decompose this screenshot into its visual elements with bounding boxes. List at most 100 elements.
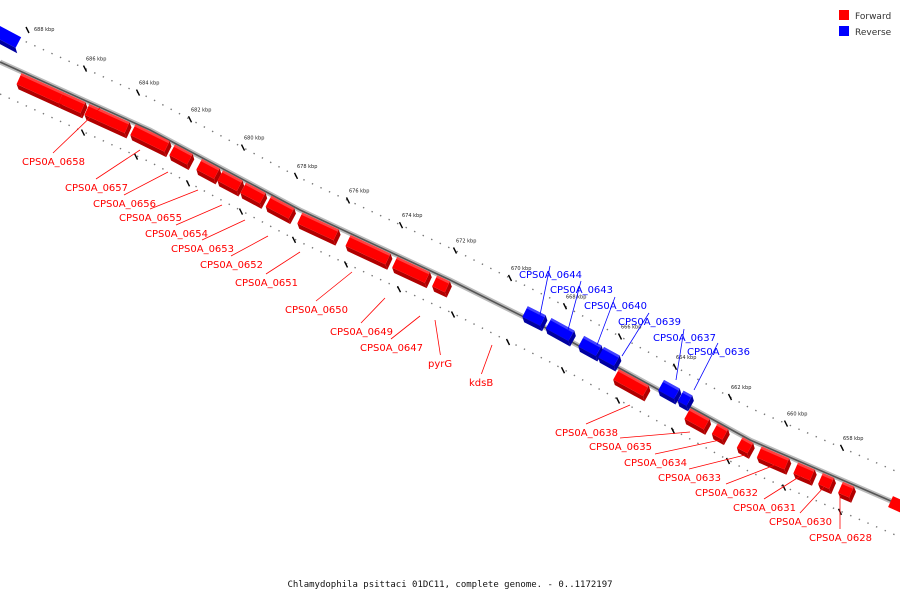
gene-glyph-side: [84, 114, 127, 139]
gene-glyph-face: [677, 390, 693, 406]
gene-label[interactable]: CPS0A_0635: [589, 442, 652, 453]
gene-glyph-highlight: [270, 195, 295, 211]
gene-glyph[interactable]: [611, 369, 652, 402]
gene-leader-line: [315, 271, 353, 302]
gene-label[interactable]: CPS0A_0634: [624, 458, 687, 469]
gene-label[interactable]: CPS0A_0640: [584, 301, 647, 312]
gene-label[interactable]: CPS0A_0653: [171, 244, 234, 255]
gene-label[interactable]: CPS0A_0632: [695, 488, 758, 499]
gene-label[interactable]: CPS0A_0650: [285, 305, 348, 316]
gene-label[interactable]: CPS0A_0633: [658, 473, 721, 484]
tick-mark: [727, 393, 733, 401]
gene-glyph-face: [84, 103, 130, 134]
gene-glyph-highlight: [62, 92, 86, 105]
tick-mark-lower: [238, 208, 244, 215]
gene-glyph[interactable]: [676, 390, 696, 412]
gene-label[interactable]: CPS0A_0644: [519, 270, 582, 281]
gene-glyph-end: [540, 315, 548, 332]
gene-glyph-edge[interactable]: [888, 496, 900, 514]
gene-label[interactable]: CPS0A_0655: [119, 213, 182, 224]
gene-glyph[interactable]: [129, 124, 174, 158]
gene-glyph[interactable]: [296, 212, 343, 246]
gene-glyph[interactable]: [216, 170, 246, 197]
gene-glyph-side: [0, 33, 18, 54]
gene-label[interactable]: CPS0A_0649: [330, 327, 393, 338]
gene-label[interactable]: CPS0A_0639: [618, 317, 681, 328]
gene-glyph-side: [130, 134, 167, 158]
gene-label[interactable]: CPS0A_0643: [550, 285, 613, 296]
gene-glyph-end: [673, 388, 682, 405]
gene-glyph[interactable]: [430, 275, 453, 298]
tick-mark-lower: [450, 311, 456, 318]
gene-glyph-edge[interactable]: [0, 23, 25, 54]
gene-label[interactable]: CPS0A_0636: [687, 347, 750, 358]
gene-label[interactable]: CPS0A_0654: [145, 229, 208, 240]
gene-leader-line: [621, 312, 650, 357]
gene-glyph-side: [297, 223, 336, 246]
backbone-line: [0, 61, 900, 506]
gene-label[interactable]: CPS0A_0637: [653, 333, 716, 344]
tick-label: 672 kbp: [456, 239, 476, 245]
gene-glyph-face: [756, 446, 790, 470]
gene-glyph[interactable]: [264, 195, 298, 225]
gene-glyph[interactable]: [735, 437, 757, 459]
gene-label[interactable]: CPS0A_0647: [360, 343, 423, 354]
gene-glyph-face: [658, 379, 680, 400]
gene-label[interactable]: CPS0A_0656: [93, 199, 156, 210]
gene-glyph[interactable]: [167, 144, 196, 170]
gene-label[interactable]: kdsB: [469, 378, 493, 389]
gene-glyph[interactable]: [817, 473, 838, 495]
gene-label[interactable]: CPS0A_0657: [65, 183, 128, 194]
gene-glyph-highlight: [20, 73, 64, 95]
tick-mark-lower: [291, 236, 297, 244]
gene-glyph-highlight: [244, 182, 266, 196]
gene-leader-line: [230, 235, 269, 257]
tick-label: 660 kbp: [787, 412, 807, 418]
gene-label[interactable]: CPS0A_0651: [235, 278, 298, 289]
tick-label: 662 kbp: [731, 385, 751, 391]
tick-mark: [293, 172, 299, 180]
gene-glyph[interactable]: [656, 379, 683, 405]
gene-glyph[interactable]: [596, 346, 623, 372]
tick-mark: [452, 247, 458, 254]
tick-mark-lower: [781, 484, 787, 491]
genome-caption: Chlamydophila psittaci 01DC11, complete …: [287, 580, 612, 590]
gene-label[interactable]: CPS0A_0652: [200, 260, 263, 271]
gene-glyph[interactable]: [239, 182, 269, 209]
gene-glyph-end: [829, 477, 836, 495]
gene-glyph[interactable]: [683, 408, 713, 435]
gene-glyph-side: [217, 180, 239, 197]
gene-label[interactable]: CPS0A_0631: [733, 503, 796, 514]
gene-glyph[interactable]: [57, 92, 89, 119]
legend: Forward Reverse: [839, 10, 892, 38]
gene-glyph-face: [16, 73, 64, 104]
gene-glyph-end: [259, 192, 268, 209]
gene-label[interactable]: CPS0A_0658: [22, 157, 85, 168]
gene-glyph-side: [265, 206, 291, 225]
gene-glyph[interactable]: [544, 317, 578, 347]
gene-glyph[interactable]: [710, 423, 732, 446]
gene-glyph-face: [297, 212, 339, 241]
gene-label[interactable]: CPS0A_0628: [809, 533, 872, 544]
gene-glyph[interactable]: [390, 256, 433, 289]
gene-glyph[interactable]: [344, 234, 394, 270]
gene-glyph-end: [849, 486, 856, 503]
gene-glyph-highlight: [602, 346, 620, 358]
tick-mark: [345, 197, 351, 204]
gene-glyph[interactable]: [837, 481, 858, 503]
gene-glyph[interactable]: [194, 158, 223, 185]
gene-glyph[interactable]: [521, 306, 550, 332]
backbone: [0, 59, 900, 508]
gene-glyph-face: [793, 462, 815, 481]
tick-mark: [562, 302, 568, 310]
tick-mark: [82, 65, 88, 72]
gene-label[interactable]: CPS0A_0638: [555, 428, 618, 439]
tick-label: 670 kbp: [511, 266, 531, 272]
gene-glyph[interactable]: [792, 462, 819, 486]
gene-glyph-side: [392, 267, 427, 289]
gene-label[interactable]: pyrG: [428, 359, 452, 370]
gene-label[interactable]: CPS0A_0630: [769, 517, 832, 528]
gene-leader-line: [481, 344, 493, 375]
tick-mark-lower: [615, 397, 621, 404]
